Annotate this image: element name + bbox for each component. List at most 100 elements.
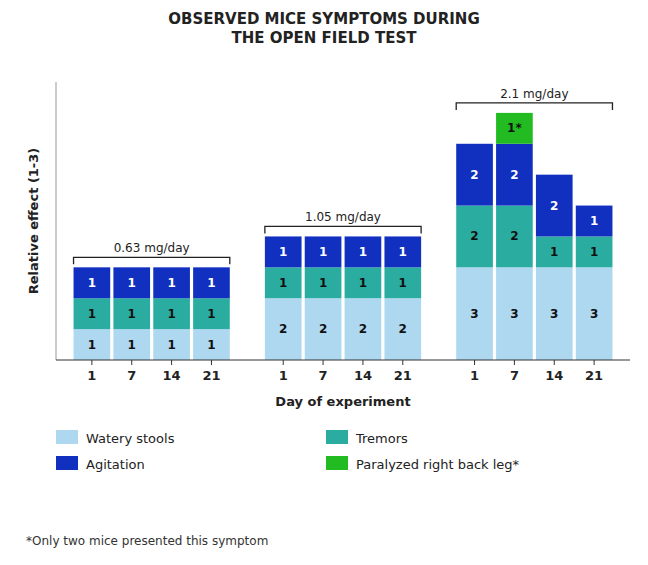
- x-tick: [474, 360, 475, 365]
- data-label: 1: [128, 276, 136, 290]
- x-tick: [171, 360, 172, 365]
- data-label: 1: [319, 276, 327, 290]
- data-label: 1: [399, 276, 407, 290]
- bar-segment: [456, 206, 493, 268]
- x-tick-label: 14: [163, 368, 181, 383]
- bar-segment: [456, 267, 493, 360]
- bar-segment: [113, 267, 150, 268]
- bar-segment: [74, 267, 111, 298]
- data-label: 2: [319, 322, 327, 336]
- group-label: 1.05 mg/day: [305, 210, 381, 224]
- data-label: 2: [510, 229, 518, 243]
- data-label: 1: [590, 214, 598, 228]
- data-label: 1: [128, 307, 136, 321]
- x-tick: [283, 360, 284, 365]
- y-axis-label: Relative effect (1-3): [26, 148, 41, 295]
- x-axis-line: [56, 360, 630, 361]
- data-label: 1: [207, 276, 215, 290]
- bar-segment: [305, 298, 342, 360]
- bar-segment: [74, 298, 111, 329]
- data-label: 1: [359, 276, 367, 290]
- bar-segment: [496, 144, 533, 206]
- bar-segment: [576, 205, 613, 206]
- x-tick: [211, 360, 212, 365]
- x-tick-label: 7: [510, 368, 519, 383]
- bar-segment: [113, 267, 150, 298]
- group-label: 2.1 mg/day: [500, 87, 568, 101]
- legend-swatch: [326, 456, 348, 470]
- y-axis-line: [56, 82, 57, 360]
- legend-label: Tremors: [355, 431, 408, 446]
- bar-segment: [153, 298, 190, 329]
- group-label: 0.63 mg/day: [114, 241, 190, 255]
- x-tick-label: 14: [545, 368, 563, 383]
- data-label: 1: [279, 276, 287, 290]
- data-label: 2: [470, 168, 478, 182]
- chart: OBSERVED MICE SYMPTOMS DURINGTHE OPEN FI…: [0, 0, 648, 565]
- footnote: *Only two mice presented this symptom: [26, 534, 268, 548]
- data-label: 1: [128, 338, 136, 352]
- bar-segment: [536, 236, 573, 267]
- bar-segment: [74, 329, 111, 360]
- data-label: 1: [279, 245, 287, 259]
- bar-segment: [384, 236, 421, 237]
- data-label: 1*: [507, 121, 522, 135]
- x-tick: [362, 360, 363, 365]
- bar-segment: [113, 298, 150, 329]
- bar-segment: [536, 175, 573, 237]
- bar-segment: [153, 329, 190, 360]
- data-label: 1: [590, 245, 598, 259]
- data-label: 1: [167, 276, 175, 290]
- bar-segment: [305, 236, 342, 267]
- x-tick-label: 21: [394, 368, 412, 383]
- bar-segment: [305, 236, 342, 237]
- data-label: 1: [88, 338, 96, 352]
- bar-segment: [265, 236, 302, 237]
- bar-segment: [153, 267, 190, 298]
- x-tick-label: 7: [319, 368, 328, 383]
- data-label: 1: [167, 338, 175, 352]
- data-label: 1: [359, 245, 367, 259]
- title: OBSERVED MICE SYMPTOMS DURINGTHE OPEN FI…: [168, 10, 479, 47]
- bar-segment: [536, 267, 573, 360]
- bar-segment: [193, 267, 230, 268]
- bar-segment: [74, 267, 111, 268]
- x-tick: [131, 360, 132, 365]
- bar-segment: [113, 329, 150, 360]
- legend-label: Agitation: [86, 457, 145, 472]
- bar-segment: [496, 267, 533, 360]
- legend-swatch: [326, 430, 348, 444]
- bar-segment: [576, 206, 613, 237]
- bar-segment: [576, 267, 613, 360]
- x-tick: [594, 360, 595, 365]
- legend-swatch: [56, 456, 78, 470]
- data-label: 1: [167, 307, 175, 321]
- bar-segment: [536, 174, 573, 175]
- bar-segment: [496, 113, 533, 144]
- data-label: 1: [207, 338, 215, 352]
- x-axis-label: Day of experiment: [275, 394, 410, 409]
- data-label: 2: [359, 322, 367, 336]
- data-labels: 1111111111112112112112113223221*312311: [88, 121, 599, 351]
- data-label: 1: [319, 245, 327, 259]
- data-label: 3: [510, 307, 518, 321]
- bar-segment: [456, 143, 493, 144]
- legend-label: Paralyzed right back leg*: [356, 457, 520, 472]
- x-tick-label: 7: [127, 368, 136, 383]
- legend-swatch: [56, 430, 78, 444]
- x-tick: [323, 360, 324, 365]
- bar-segment: [193, 329, 230, 360]
- data-label: 1: [88, 307, 96, 321]
- bar-segment: [345, 298, 382, 360]
- legend: Watery stoolsTremorsAgitationParalyzed r…: [56, 430, 520, 472]
- data-label: 2: [279, 322, 287, 336]
- x-tick: [554, 360, 555, 365]
- bar-segment: [576, 236, 613, 267]
- bar-segment: [345, 236, 382, 237]
- bar-segment: [496, 206, 533, 268]
- bar-segment: [265, 298, 302, 360]
- bar-segment: [345, 267, 382, 298]
- data-label: 3: [470, 307, 478, 321]
- x-tick-label: 14: [354, 368, 372, 383]
- data-label: 1: [550, 245, 558, 259]
